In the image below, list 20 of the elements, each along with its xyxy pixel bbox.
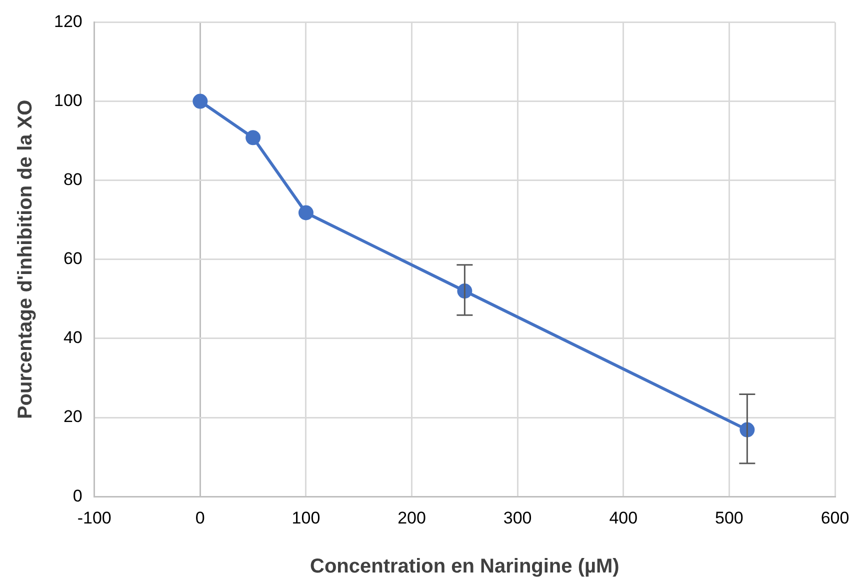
point (298, 205, 314, 220)
y-tick-label: 40 (63, 328, 82, 348)
x-tick-label: 200 (398, 508, 426, 528)
x-tick-label: 500 (715, 508, 744, 528)
y-tick-label: 100 (54, 90, 82, 110)
y-tick-label: 80 (63, 170, 82, 190)
x-tick-label: 0 (195, 508, 205, 528)
x-axis-title: Concentration en Naringine (µM) (310, 556, 620, 578)
x-tick-label: 400 (609, 508, 638, 528)
point (192, 94, 208, 109)
x-tick-label: -100 (77, 508, 112, 528)
y-tick-label: 20 (63, 407, 82, 426)
x-tick-label: 100 (292, 508, 320, 528)
y-axis-title: Pourcentage d'inhibition de la XO (14, 100, 37, 420)
point (246, 130, 261, 146)
y-tick-label: 0 (72, 486, 82, 506)
x-tick-label: 300 (503, 508, 532, 528)
x-tick-label: 600 (820, 508, 850, 528)
y-tick-label: 60 (63, 249, 82, 268)
y-tick-label: 120 (54, 12, 82, 31)
